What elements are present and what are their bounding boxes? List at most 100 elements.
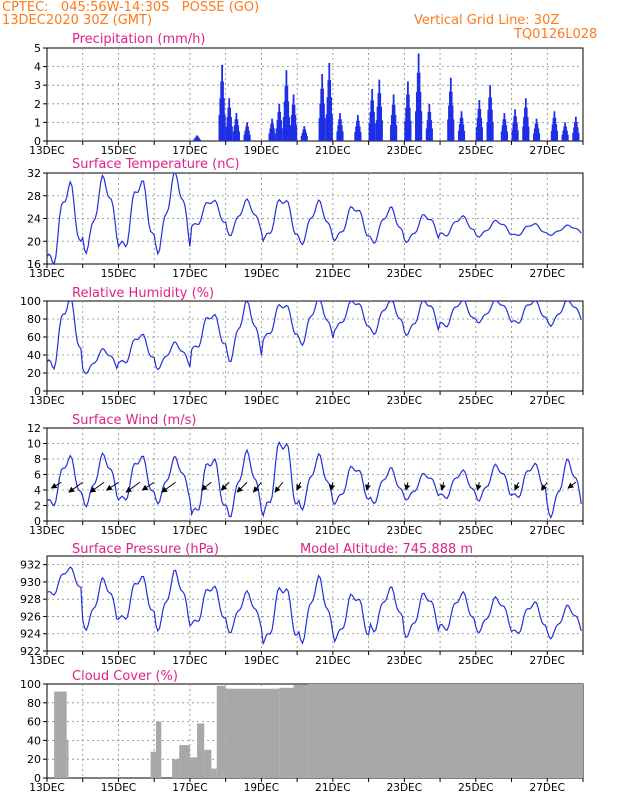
x-tick-label: 25DEC xyxy=(458,655,493,667)
panel-title: Surface Temperature (nC) xyxy=(72,157,240,172)
x-tick-label: 27DEC xyxy=(530,525,565,537)
header-model-code: TQ0126L028 xyxy=(514,27,598,42)
y-tick-label: 16 xyxy=(27,258,41,271)
cloud-bar xyxy=(172,759,180,778)
x-tick-label: 27DEC xyxy=(530,145,565,157)
y-tick-label: 6 xyxy=(34,469,41,482)
y-tick-label: 0 xyxy=(34,385,41,398)
series-line xyxy=(46,566,582,645)
wind-arrow xyxy=(125,481,141,493)
precip-bar xyxy=(516,130,519,141)
cloud-bar xyxy=(197,723,205,778)
precip-bar xyxy=(295,125,298,141)
precip-bar xyxy=(566,134,569,141)
y-tick-label: 4 xyxy=(34,61,41,74)
wind-arrow xyxy=(105,481,119,491)
wind-arrow xyxy=(514,482,520,491)
wind-arrow xyxy=(540,481,548,491)
y-tick-label: 100 xyxy=(20,678,41,691)
precip-bar xyxy=(556,130,558,141)
panel-6: 0 20 40 60 80 100 13DEC 15DEC 17DEC 19DEC 21DEC 23D… xyxy=(20,669,584,794)
y-tick-label: 0 xyxy=(34,772,41,785)
x-tick-label: 17DEC xyxy=(172,395,207,407)
wind-arrow xyxy=(200,481,212,491)
y-tick-label: 40 xyxy=(27,734,41,747)
y-tick-label: 3 xyxy=(34,79,41,92)
x-tick-label: 19DEC xyxy=(244,525,279,537)
wind-arrow xyxy=(220,481,230,491)
x-tick-label: 13DEC xyxy=(29,655,64,667)
precip-bar xyxy=(238,131,240,141)
panel-title: Precipitation (mm/h) xyxy=(72,32,205,47)
x-tick-label: 21DEC xyxy=(315,782,350,794)
x-tick-label: 19DEC xyxy=(244,268,279,280)
y-tick-label: 2 xyxy=(34,98,41,111)
x-tick-label: 19DEC xyxy=(244,782,279,794)
x-tick-label: 15DEC xyxy=(101,655,136,667)
cloud-bar xyxy=(216,685,226,778)
header-station: CPTEC: 045:56W-14:30S POSSE (GO) xyxy=(2,0,260,15)
precip-bar xyxy=(409,120,412,141)
x-tick-label: 21DEC xyxy=(315,145,350,157)
x-tick-label: 27DEC xyxy=(530,782,565,794)
panel-1: 0 1 2 3 4 5 13DEC 15DEC 17DEC 19DEC 21DEC 23DEC 25DE… xyxy=(29,32,584,157)
y-tick-label: 40 xyxy=(27,349,41,362)
precip-bar xyxy=(281,128,283,141)
wind-arrow xyxy=(329,482,336,491)
x-tick-label: 27DEC xyxy=(530,268,565,280)
cloud-bar xyxy=(279,687,294,778)
precip-bar xyxy=(527,126,530,141)
panel-title: Surface Wind (m/s) xyxy=(72,413,196,428)
x-tick-label: 27DEC xyxy=(530,395,565,407)
precip-bar xyxy=(491,122,494,141)
x-tick-label: 21DEC xyxy=(315,395,350,407)
precip-bar xyxy=(481,127,483,141)
cloud-bar xyxy=(293,684,308,778)
y-tick-label: 928 xyxy=(20,593,41,606)
y-tick-label: 8 xyxy=(34,453,41,466)
precip-bar xyxy=(577,132,580,141)
y-tick-label: 28 xyxy=(27,190,41,203)
wind-arrow xyxy=(296,482,302,491)
precip-bar xyxy=(463,130,466,141)
wind-arrow xyxy=(364,482,371,491)
y-tick-label: 0 xyxy=(34,515,41,528)
x-tick-label: 21DEC xyxy=(315,525,350,537)
y-tick-label: 10 xyxy=(27,438,41,451)
x-tick-label: 17DEC xyxy=(172,782,207,794)
wind-arrow xyxy=(89,481,105,493)
cloud-bar xyxy=(150,751,156,778)
x-tick-label: 27DEC xyxy=(530,655,565,667)
panel-2: 16 20 24 28 32 13DEC 15DEC 17DEC 19DEC 21DEC 23DEC… xyxy=(27,157,584,280)
x-tick-label: 17DEC xyxy=(172,525,207,537)
wind-arrow xyxy=(567,481,577,489)
y-tick-label: 60 xyxy=(27,716,41,729)
panel-4: 0 2 4 6 8 10 12 13DEC 15DEC 17DEC 19DEC 21DEC 23DEC 2… xyxy=(27,413,584,537)
cloud-bar xyxy=(204,749,212,778)
y-tick-label: 12 xyxy=(27,422,41,435)
x-tick-label: 21DEC xyxy=(315,268,350,280)
y-tick-label: 20 xyxy=(27,753,41,766)
x-tick-label: 13DEC xyxy=(29,525,64,537)
x-tick-label: 19DEC xyxy=(244,145,279,157)
x-tick-label: 17DEC xyxy=(172,268,207,280)
x-tick-label: 15DEC xyxy=(101,145,136,157)
series-line xyxy=(46,172,582,266)
y-tick-label: 930 xyxy=(20,576,41,589)
x-tick-label: 23DEC xyxy=(387,782,422,794)
x-tick-label: 13DEC xyxy=(29,782,64,794)
y-tick-label: 2 xyxy=(34,500,41,513)
y-tick-label: 20 xyxy=(27,367,41,380)
x-tick-label: 15DEC xyxy=(101,525,136,537)
header: CPTEC: 045:56W-14:30S POSSE (GO) 13DEC20… xyxy=(0,0,618,44)
y-tick-label: 922 xyxy=(20,645,41,658)
y-tick-label: 926 xyxy=(20,610,41,623)
precip-bar xyxy=(288,116,290,141)
precip-bar xyxy=(431,128,433,141)
wind-arrow xyxy=(274,481,284,493)
y-tick-label: 80 xyxy=(27,313,41,326)
precip-bar xyxy=(223,115,226,141)
y-tick-label: 24 xyxy=(27,213,41,226)
y-tick-label: 924 xyxy=(20,628,41,641)
x-tick-label: 23DEC xyxy=(387,395,422,407)
